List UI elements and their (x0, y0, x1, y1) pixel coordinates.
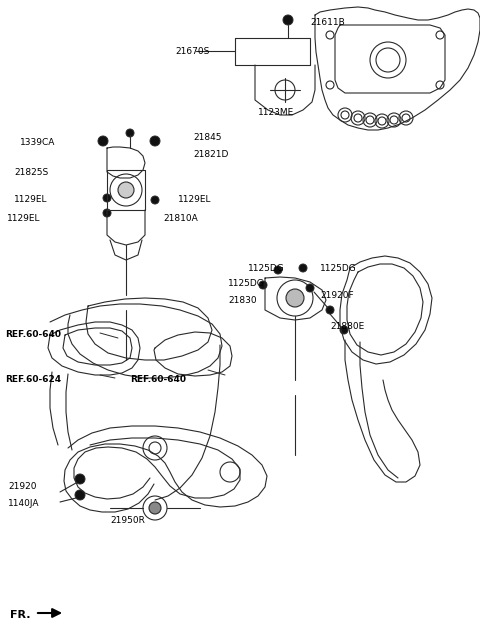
Circle shape (118, 182, 134, 198)
Text: 21821D: 21821D (193, 150, 228, 159)
Text: 1140JA: 1140JA (8, 499, 39, 508)
Text: 21830: 21830 (228, 296, 257, 305)
Text: 1125DG: 1125DG (228, 279, 265, 288)
Text: 21810A: 21810A (163, 214, 198, 223)
Text: 21880E: 21880E (330, 322, 364, 331)
Circle shape (274, 266, 282, 274)
Circle shape (98, 136, 108, 146)
Circle shape (283, 15, 293, 25)
Circle shape (326, 306, 334, 314)
Text: 21670S: 21670S (175, 47, 209, 56)
Circle shape (149, 502, 161, 514)
Text: 21611B: 21611B (310, 18, 345, 27)
Text: 21845: 21845 (193, 133, 221, 142)
Circle shape (126, 129, 134, 137)
Text: 1129EL: 1129EL (7, 214, 40, 223)
Circle shape (286, 289, 304, 307)
Text: 21950R: 21950R (110, 516, 145, 525)
Text: 1125DG: 1125DG (248, 264, 285, 273)
Text: 21920F: 21920F (320, 291, 354, 300)
Text: 21920: 21920 (8, 482, 36, 491)
Circle shape (299, 264, 307, 272)
Circle shape (340, 326, 348, 334)
Text: 21825S: 21825S (14, 168, 48, 177)
Circle shape (151, 196, 159, 204)
Circle shape (150, 136, 160, 146)
Circle shape (103, 194, 111, 202)
Text: REF.60-640: REF.60-640 (5, 330, 61, 339)
Text: 1339CA: 1339CA (20, 138, 55, 147)
Circle shape (259, 281, 267, 289)
Text: FR.: FR. (10, 610, 31, 620)
Circle shape (103, 209, 111, 217)
Text: REF.60-624: REF.60-624 (5, 375, 61, 384)
Circle shape (75, 490, 85, 500)
Text: REF.60-640: REF.60-640 (130, 375, 186, 384)
Text: 1125DG: 1125DG (320, 264, 357, 273)
Circle shape (306, 284, 314, 292)
Circle shape (75, 474, 85, 484)
Text: 1129EL: 1129EL (14, 195, 48, 204)
Text: 1129EL: 1129EL (178, 195, 212, 204)
Text: 1123ME: 1123ME (258, 108, 294, 117)
